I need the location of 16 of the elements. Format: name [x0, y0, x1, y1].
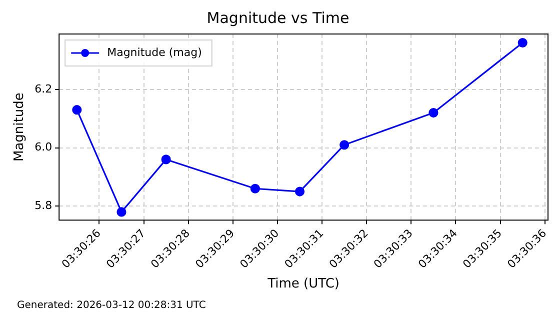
chart-title: Magnitude vs Time [206, 8, 350, 27]
point [72, 105, 82, 115]
text: Generated: 2026-03-12 00:28:31 UTC [17, 300, 206, 311]
point [250, 184, 260, 194]
legend-label: Magnitude (mag) [107, 46, 202, 59]
point [518, 38, 528, 48]
y-axis-title: Magnitude [12, 92, 28, 162]
point [294, 186, 305, 196]
point [340, 140, 350, 150]
y-tick-label: 5.8 [34, 198, 52, 212]
y-tick-label: 6.0 [34, 140, 52, 154]
y-tick-label: 6.2 [34, 82, 52, 96]
point [428, 108, 438, 118]
x-axis-title: Time (UTC) [266, 276, 340, 292]
point [161, 154, 171, 164]
point [116, 207, 126, 217]
